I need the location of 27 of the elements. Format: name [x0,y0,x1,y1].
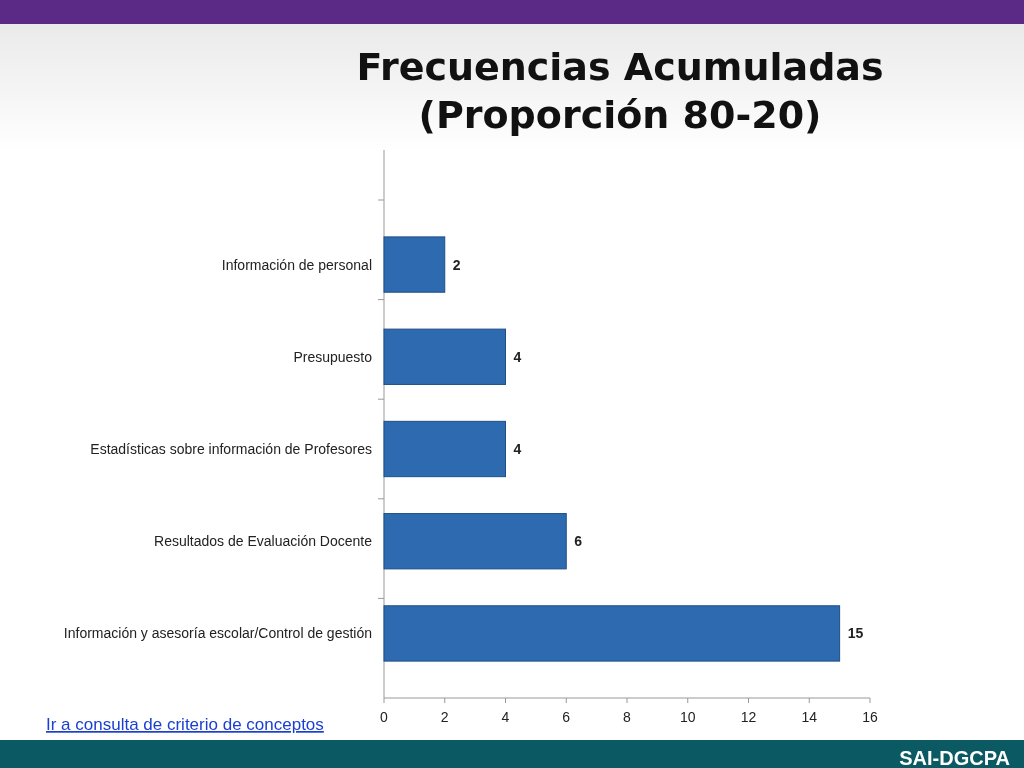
x-tick-label: 16 [862,709,878,725]
chart-title: Frecuencias Acumuladas (Proporción 80-20) [356,45,884,137]
bar [383,420,506,478]
text: Ir a consulta de criterio de conceptos [46,715,324,734]
x-tick-label: 6 [562,709,571,725]
x-tick-label: 8 [623,709,632,725]
data-label: 2 [452,256,461,273]
text: SAI-DGCPA [899,747,1010,768]
data-label: 15 [847,625,864,642]
x-tick-label: 2 [440,709,449,725]
y-tick-label: Presupuesto [293,348,373,365]
y-tick-label: Resultados de Evaluación Docente [154,533,373,550]
x-tick-label: 10 [679,709,696,725]
x-tick-label: 14 [801,709,818,725]
bar [383,513,567,570]
bar [383,605,841,662]
data-label: 6 [574,533,583,550]
y-tick-label: Información de personal [221,256,372,273]
bar [383,236,446,293]
y-tick-label: Información y asesoría escolar/Control de gestión [63,625,372,642]
x-tick-label: 0 [380,709,389,725]
data-label: 4 [513,441,522,457]
y-tick-label: Estadísticas sobre información de Profesores [90,441,372,457]
x-tick-label: 12 [740,709,757,725]
x-tick-label: 4 [501,709,510,725]
bar [383,328,506,385]
data-label: 4 [513,348,522,365]
